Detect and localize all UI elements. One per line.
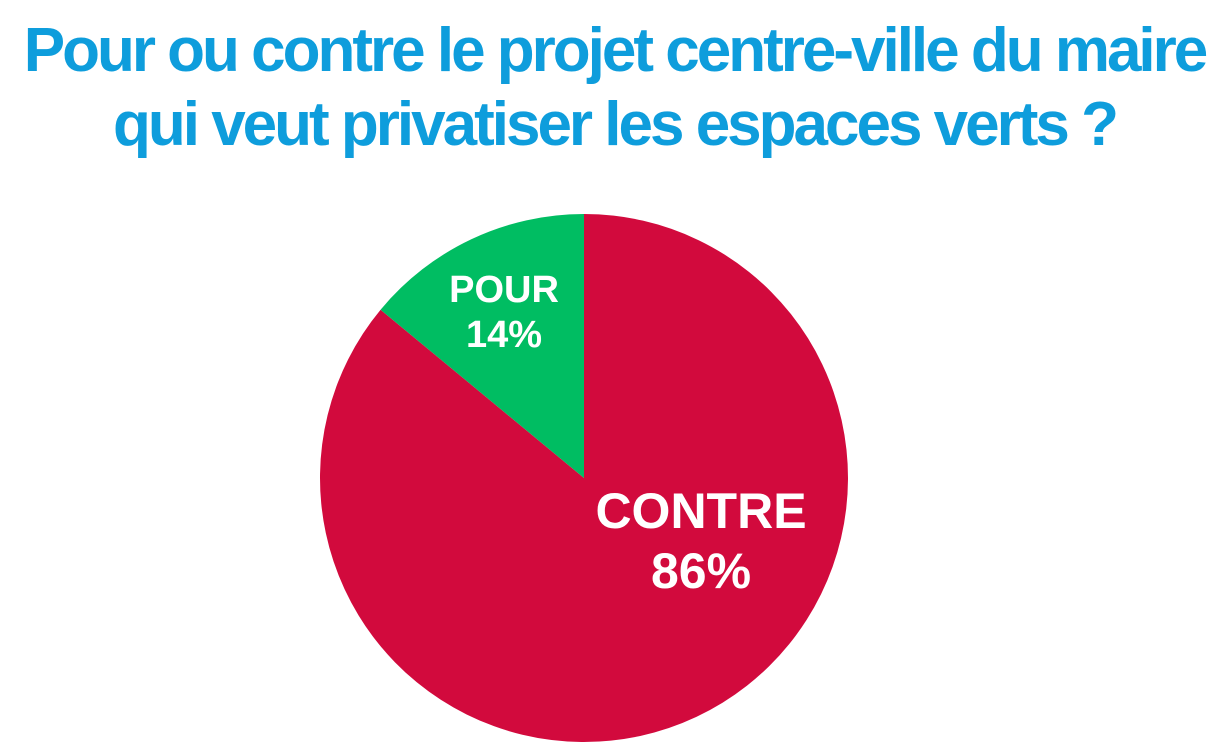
chart-title: Pour ou contre le projet centre-ville du… <box>0 14 1229 162</box>
chart-title-line-1: Pour ou contre le projet centre-ville du… <box>23 16 1209 85</box>
slice-value-pour: 14% <box>466 314 542 356</box>
slice-label-pour: POUR <box>449 269 559 311</box>
slice-value-contre: 86% <box>651 543 751 599</box>
slice-label-contre: CONTRE <box>595 483 806 539</box>
pie-slice-contre <box>320 214 848 743</box>
pie-slice-pour <box>380 214 584 478</box>
chart-title-line-2: qui veut privatiser les espaces verts ? <box>113 90 1119 159</box>
